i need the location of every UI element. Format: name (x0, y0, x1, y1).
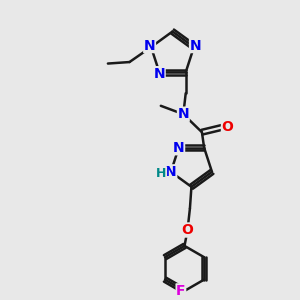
Text: N: N (154, 67, 165, 81)
Text: O: O (221, 120, 233, 134)
Text: N: N (173, 141, 184, 155)
Text: N: N (165, 165, 177, 179)
Text: N: N (144, 38, 155, 52)
Text: O: O (182, 223, 194, 237)
Text: N: N (178, 107, 189, 121)
Text: H: H (156, 167, 166, 180)
Text: F: F (176, 284, 186, 298)
Text: N: N (190, 38, 201, 52)
